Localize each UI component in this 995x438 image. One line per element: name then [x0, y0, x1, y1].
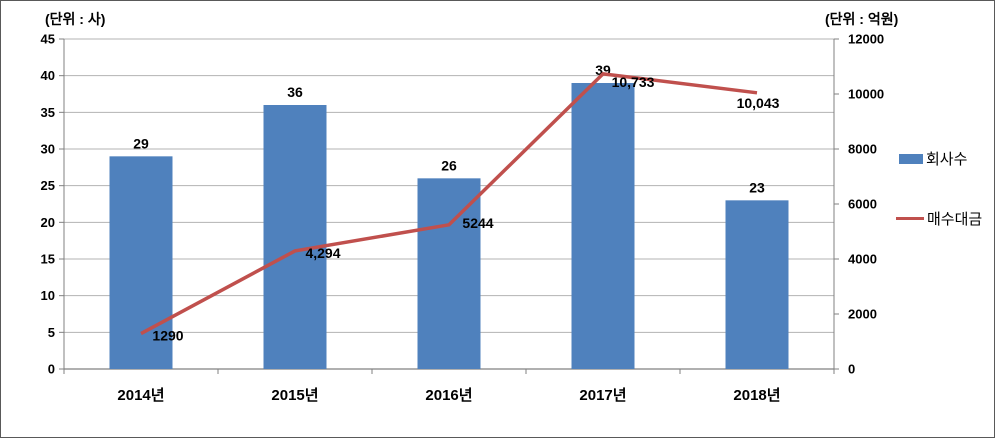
legend-item-bar-series: 회사수: [899, 148, 967, 169]
bar-data-label: 36: [287, 84, 303, 100]
x-category-label: 2018년: [733, 387, 780, 404]
left-axis-tick-label: 40: [41, 68, 55, 83]
bar-2015년: [263, 105, 327, 369]
legend-label-bar-series: 회사수: [926, 151, 968, 168]
left-axis-unit-label: (단위 : 사): [45, 11, 106, 27]
bar-data-label: 29: [133, 135, 149, 151]
line-series-swatch-icon: [896, 217, 924, 220]
bar-2017년: [571, 83, 635, 369]
x-category-label: 2015년: [271, 387, 318, 404]
bar-data-label: 26: [441, 157, 457, 173]
line-series-path: [140, 72, 758, 336]
left-axis-tick-label: 5: [48, 325, 55, 340]
left-axis-tick-label: 45: [41, 32, 55, 47]
bar-series-swatch-icon: [899, 153, 923, 164]
left-axis-tick-label: 10: [41, 288, 55, 303]
left-axis-tick-label: 35: [41, 105, 55, 120]
bar-2016년: [417, 178, 481, 369]
left-axis-tick-label: 0: [48, 362, 55, 377]
right-axis-tick-label: 6000: [848, 197, 877, 212]
x-category-label: 2016년: [425, 387, 472, 404]
line-data-label: 4,294: [305, 245, 340, 261]
line-data-label: 5244: [462, 215, 493, 231]
right-axis-tick-label: 0: [848, 362, 855, 377]
legend-item-line-series: 매수대금: [896, 208, 982, 229]
right-axis-tick-label: 8000: [848, 142, 877, 157]
right-axis-unit-label: (단위 : 억원): [825, 11, 899, 27]
bar-2018년: [725, 200, 789, 369]
left-axis-tick-label: 15: [41, 252, 55, 267]
x-category-label: 2017년: [579, 387, 626, 404]
left-axis-tick-label: 20: [41, 215, 55, 230]
left-axis-tick-label: 25: [41, 178, 55, 193]
right-axis-tick-label: 12000: [848, 32, 884, 47]
bar-2014년: [109, 156, 173, 369]
x-category-label: 2014년: [117, 387, 164, 404]
right-axis-tick-label: 10000: [848, 87, 884, 102]
left-axis-tick-label: 30: [41, 142, 55, 157]
right-axis-tick-label: 2000: [848, 307, 877, 322]
right-axis-tick-label: 4000: [848, 252, 877, 267]
bar-data-label: 23: [749, 179, 765, 195]
line-data-label: 10,043: [737, 95, 780, 111]
legend-label-line-series: 매수대금: [927, 211, 983, 228]
line-data-label: 10,733: [612, 74, 655, 90]
line-data-label: 1290: [152, 328, 183, 344]
